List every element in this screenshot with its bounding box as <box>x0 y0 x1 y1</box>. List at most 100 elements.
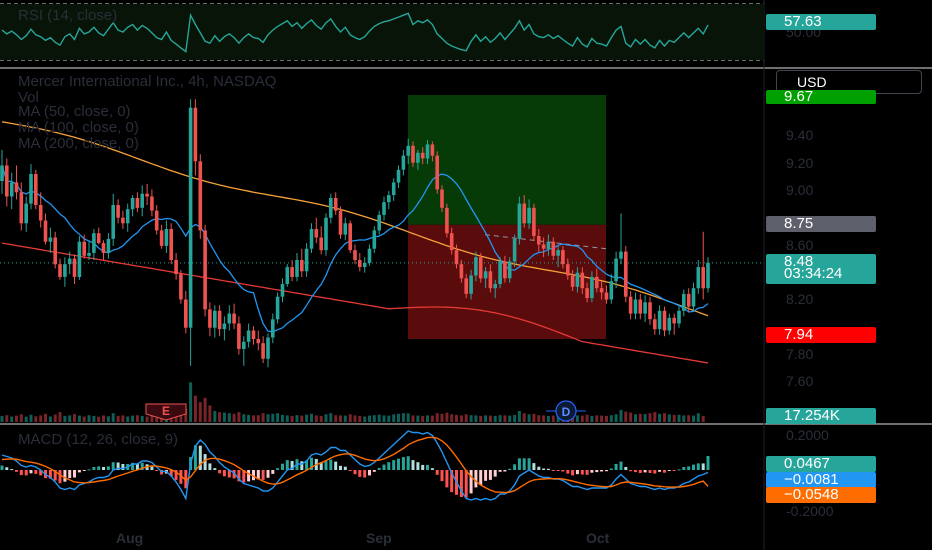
volume-bar <box>678 415 681 422</box>
volume-bar <box>682 415 685 422</box>
volume-bar <box>325 414 328 422</box>
time-label-sep: Sep <box>366 530 392 546</box>
candle-body <box>561 250 565 264</box>
candle-body <box>663 311 667 331</box>
candle-body <box>431 144 435 155</box>
macd-histogram-bar <box>605 470 608 471</box>
volume-bar <box>397 414 400 422</box>
macd-histogram-bar <box>581 470 584 475</box>
volume-bar <box>213 411 216 422</box>
macd-histogram-bar <box>426 465 429 470</box>
candle-body <box>610 281 614 299</box>
volume-bar <box>474 415 477 422</box>
volume-bar <box>291 416 294 422</box>
macd-histogram-bar <box>416 462 419 470</box>
candle-body <box>440 190 444 208</box>
candle-body <box>315 229 319 238</box>
volume-bar <box>358 416 361 422</box>
candle-body <box>701 267 705 288</box>
candle-body <box>150 197 154 211</box>
volume-bar <box>271 414 274 422</box>
candle-body <box>566 264 570 275</box>
price-tick: 8.60 <box>786 237 813 253</box>
macd-histogram-bar <box>663 470 666 473</box>
candle-body <box>547 242 551 249</box>
macd-histogram-bar <box>15 470 18 472</box>
volume-bar <box>49 417 52 423</box>
candle-body <box>527 208 531 224</box>
candle-body <box>276 297 280 320</box>
candle-body <box>571 276 575 287</box>
candle-body <box>522 204 526 224</box>
volume-bar <box>189 382 192 422</box>
candle-body <box>348 223 352 250</box>
candle-body <box>68 259 72 265</box>
candle-body <box>402 156 406 170</box>
volume-bar <box>242 414 245 422</box>
candle-body <box>411 146 415 163</box>
volume-bar <box>634 414 637 422</box>
volume-bar <box>78 416 81 422</box>
macd-histogram-bar <box>34 470 37 474</box>
macd-histogram-bar <box>479 470 482 485</box>
volume-bar <box>373 415 376 422</box>
volume-bar <box>315 415 318 422</box>
volume-bar <box>34 416 37 422</box>
macd-histogram-bar <box>73 470 76 478</box>
macd-histogram-bar <box>600 470 603 472</box>
volume-bar <box>552 416 555 422</box>
macd-histogram-bar <box>624 467 627 470</box>
macd-histogram-bar <box>271 470 274 474</box>
candle-body <box>107 239 111 253</box>
volume-bar <box>489 416 492 422</box>
macd-histogram-bar <box>262 470 265 480</box>
volume-bar <box>15 416 18 422</box>
macd-histogram-bar <box>503 470 506 472</box>
macd-tick: 0.2000 <box>786 427 829 443</box>
price-tick: 9.00 <box>786 182 813 198</box>
candle-body <box>39 205 43 221</box>
macd-histogram-bar <box>10 469 13 470</box>
macd-histogram-bar <box>112 462 115 470</box>
candle-body <box>421 153 425 159</box>
volume-bar <box>363 417 366 423</box>
volume-bar <box>296 415 299 422</box>
candle-body <box>174 260 178 274</box>
macd-histogram-bar <box>363 470 366 478</box>
macd-histogram-bar <box>537 467 540 470</box>
candle-body <box>614 259 618 282</box>
candle-body <box>460 264 464 278</box>
volume-bar <box>416 416 419 422</box>
volume-bar <box>629 413 632 422</box>
volume-bar <box>339 415 342 422</box>
volume-bar <box>402 413 405 422</box>
rsi-legend: RSI (14, close) <box>18 8 117 24</box>
candle-body <box>513 239 517 262</box>
macd-histogram-bar <box>329 460 332 471</box>
macd-histogram-bar <box>634 470 637 472</box>
macd-signal-label: −0.0548 <box>766 487 876 503</box>
candle-body <box>203 230 207 309</box>
macd-histogram-bar <box>494 470 497 477</box>
volume-bar <box>237 412 240 422</box>
volume-bar <box>267 414 270 422</box>
volume-bar <box>204 398 207 422</box>
candle-body <box>82 242 86 256</box>
macd-histogram-bar <box>63 470 66 482</box>
candle-body <box>668 318 672 331</box>
candle-body <box>242 342 246 349</box>
candle-body <box>397 170 401 183</box>
dividend-badge-label: D <box>562 405 571 419</box>
volume-bar <box>445 413 448 422</box>
volume-bar <box>542 415 545 422</box>
candle-body <box>474 257 478 275</box>
volume-bar <box>354 415 357 422</box>
price-tick: 7.80 <box>786 346 813 362</box>
symbol-title: Mercer International Inc., 4h, NASDAQ <box>18 74 276 90</box>
candle-body <box>165 229 169 246</box>
candle-body <box>290 267 294 277</box>
volume-bar <box>465 414 468 422</box>
volume-bar <box>484 415 487 422</box>
volume-bar <box>441 414 444 422</box>
countdown-label: 03:34:24 <box>766 266 876 284</box>
